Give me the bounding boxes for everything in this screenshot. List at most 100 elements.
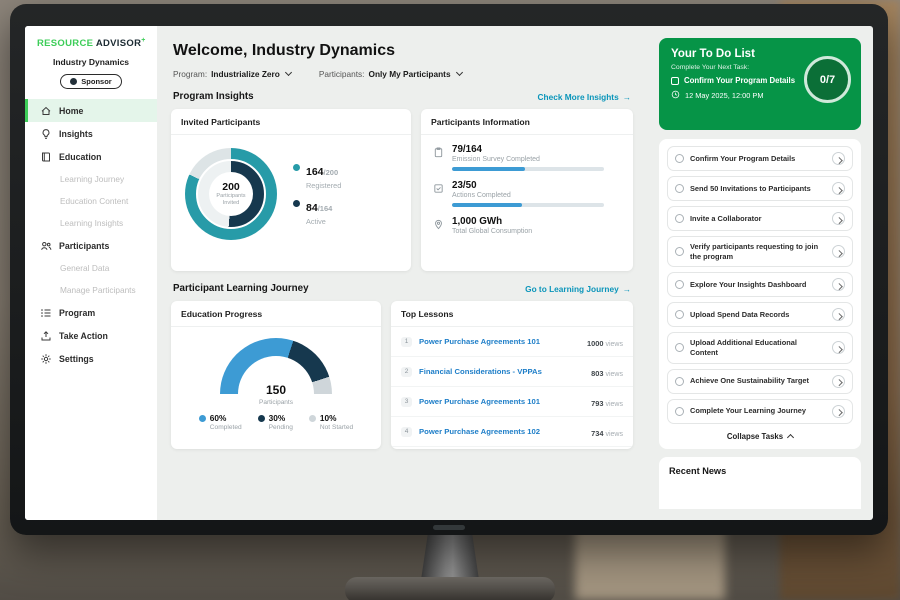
task-checkbox[interactable] [675,184,684,193]
chevron-right-icon[interactable] [832,404,845,418]
legend-item-active: 84/164 Active [293,198,341,226]
task-checkbox[interactable] [675,376,684,386]
task-item[interactable]: Verify participants requesting to join t… [667,236,853,268]
lesson-link[interactable]: Power Purchase Agreements 102 [419,427,541,436]
sidebar-item-learning-journey[interactable]: Learning Journey [60,174,125,185]
check-square-icon [433,181,444,207]
legend-dot-navy [257,414,265,422]
legend-dot-blue [198,414,206,422]
learning-journey-header: Participant Learning Journey Go to Learn… [173,283,631,294]
chevron-right-icon[interactable] [832,278,845,292]
lesson-link[interactable]: Financial Considerations - VPPAs [419,367,542,376]
sidebar-item-manage-participants[interactable]: Manage Participants [60,285,136,296]
todo-next-task: Confirm Your Program Details [684,76,796,85]
participants-filter-value: Only My Participants [368,69,451,79]
legend-item-not-started: 10% Not Started [308,413,353,431]
chevron-up-icon [787,433,795,442]
chevron-right-icon[interactable] [832,212,845,225]
task-item[interactable]: Invite a Collaborator [667,206,853,231]
participants-filter-label: Participants: [318,69,365,79]
stat-emission-survey: 79/164 Emission Survey Completed [421,135,633,171]
sidebar-item-settings[interactable]: Settings [25,347,157,370]
chevron-down-icon [284,68,292,77]
logo-plus: + [141,37,146,44]
settings-icon [40,353,52,365]
lesson-link[interactable]: Power Purchase Agreements 101 [419,397,541,406]
donut-center-value: 200 [222,181,240,194]
top-lessons-card: Top Lessons 1 Power Purchase Agreements … [391,301,633,449]
todo-progress-ring: 0/7 [804,56,851,103]
collapse-tasks-button[interactable]: Collapse Tasks [667,429,853,447]
task-checkbox[interactable] [675,280,684,290]
sidebar-item-take-action[interactable]: Take Action [25,324,157,347]
task-checkbox[interactable] [675,214,684,223]
participants-information-title: Participants Information [421,109,633,135]
legend-item-registered: 164/200 Registered [293,162,341,190]
sidebar-item-general-data[interactable]: General Data [60,263,110,274]
task-checkbox[interactable] [675,247,684,257]
stat-global-consumption: 1,000 GWh Total Global Consumption [421,207,633,235]
program-insights-title: Program Insights [173,91,254,102]
task-item[interactable]: Send 50 Invitations to Participants [667,176,853,201]
go-to-learning-journey-link[interactable]: Go to Learning Journey → [525,283,631,294]
sidebar-item-education[interactable]: Education [25,145,157,168]
chevron-right-icon[interactable] [832,308,845,322]
legend-item-pending: 30% Pending [257,413,293,431]
logo-part-1: RESOURCE [37,38,94,50]
lesson-row[interactable]: 3 Power Purchase Agreements 101 793 views [391,387,633,417]
survey-icon [433,145,444,171]
stat-actions-completed: 23/50 Actions Completed [421,171,633,207]
program-filter-value: Industrialize Zero [211,69,280,79]
lesson-row[interactable]: 4 Power Purchase Agreements 102 734 views [391,417,633,447]
sidebar-item-insights[interactable]: Insights [25,122,157,145]
participants-information-card: Participants Information 79/164 Emission… [421,109,633,271]
sponsor-label: Sponsor [81,77,112,87]
checkbox-icon[interactable] [671,76,679,85]
chevron-right-icon[interactable] [832,341,845,355]
task-item[interactable]: Upload Spend Data Records [667,302,853,328]
participants-filter[interactable]: Participants: Only My Participants [318,68,463,79]
task-checkbox[interactable] [675,310,684,320]
top-lessons-title: Top Lessons [391,301,633,327]
lesson-row[interactable]: 1 Power Purchase Agreements 101 1000 view… [391,327,633,357]
app-logo: RESOURCE ADVISOR+ [25,35,157,49]
todo-title: Your To Do List [671,48,755,60]
task-item[interactable]: Explore Your Insights Dashboard [667,272,853,298]
sponsor-icon [70,78,78,86]
lesson-link[interactable]: Power Purchase Agreements 101 [419,337,541,346]
task-item[interactable]: Upload Additional Educational Content [667,332,853,364]
sidebar-item-participants[interactable]: Participants [25,234,157,257]
legend-dot-navy [293,200,300,207]
chevron-right-icon[interactable] [832,152,845,165]
chevron-right-icon[interactable] [832,245,845,259]
chevron-right-icon[interactable] [832,182,845,195]
donut-inner-ring [196,159,266,229]
page-title: Welcome, Industry Dynamics [173,42,395,59]
sidebar-item-home[interactable]: Home [25,99,157,123]
todo-panel: Your To Do List Complete Your Next Task:… [647,26,873,520]
task-checkbox[interactable] [675,406,684,416]
check-more-insights-link[interactable]: Check More Insights → [537,91,631,102]
program-filter[interactable]: Program: Industrialize Zero [173,68,292,79]
task-item[interactable]: Confirm Your Program Details [667,146,853,171]
sidebar-item-learning-insights[interactable]: Learning Insights [60,218,124,229]
arrow-right-icon: → [622,91,631,102]
dashboard-screen: RESOURCE ADVISOR+ Industry Dynamics Spon… [25,26,873,520]
task-checkbox[interactable] [675,343,684,353]
chevron-right-icon[interactable] [832,374,845,388]
participants-icon [40,240,52,252]
sidebar-item-program[interactable]: Program [25,301,157,324]
lesson-row[interactable]: 2 Financial Considerations - VPPAs 803 vi… [391,357,633,387]
chevron-down-icon [455,68,463,77]
sidebar-item-education-content[interactable]: Education Content [60,196,129,207]
task-item[interactable]: Complete Your Learning Journey [667,398,853,424]
sponsor-badge: Sponsor [60,74,122,90]
task-item[interactable]: Achieve One Sustainability Target [667,368,853,394]
task-checkbox[interactable] [675,154,684,163]
legend-dot-gray [308,414,316,422]
sidebar: RESOURCE ADVISOR+ Industry Dynamics Spon… [25,26,157,520]
lesson-row[interactable]: 5 Power Purchase Agreements 103 600views [391,447,633,449]
learning-journey-title: Participant Learning Journey [173,283,309,294]
todo-subtitle: Complete Your Next Task: [671,64,750,71]
emission-progress-bar [452,167,604,171]
